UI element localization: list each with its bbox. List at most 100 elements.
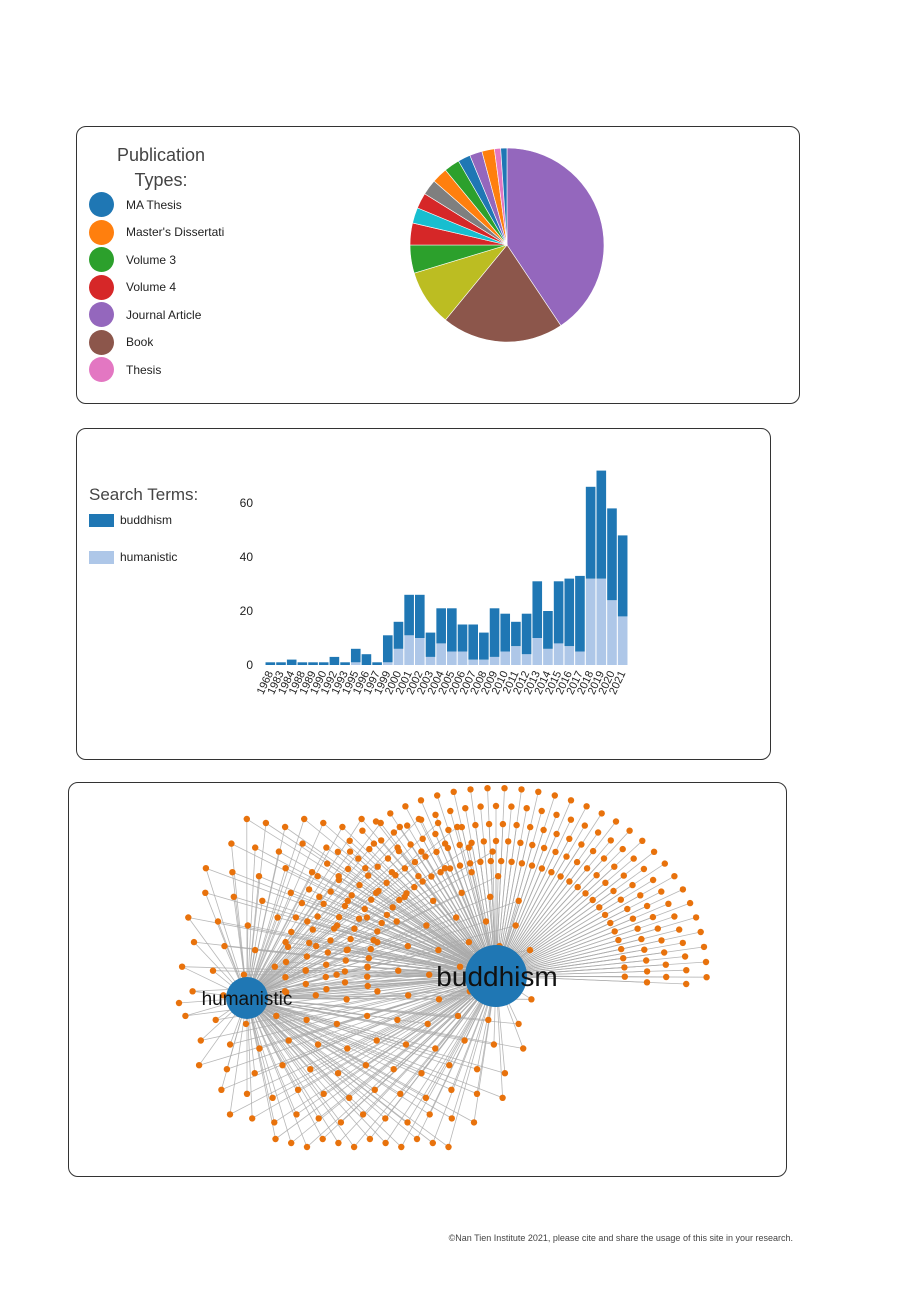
network-leaf-node[interactable] [567,816,575,823]
network-leaf-node[interactable] [654,925,661,932]
bar-segment-buddhism[interactable] [607,508,617,601]
network-leaf-node[interactable] [422,853,429,860]
network-leaf-node[interactable] [401,865,409,872]
network-leaf-node[interactable] [494,873,502,880]
network-leaf-node[interactable] [458,889,465,896]
network-leaf-node[interactable] [242,1020,250,1028]
network-leaf-node[interactable] [273,1012,280,1020]
network-leaf-node[interactable] [683,980,690,988]
network-leaf-node[interactable] [617,896,624,903]
network-leaf-node[interactable] [520,1045,527,1052]
network-leaf-node[interactable] [548,869,555,876]
network-leaf-node[interactable] [456,963,464,970]
network-leaf-node[interactable] [359,1111,367,1118]
bar-segment-buddhism[interactable] [350,648,361,663]
network-leaf-node[interactable] [256,1045,263,1052]
network-leaf-node[interactable] [468,869,475,876]
network-hub-node-humanistic[interactable] [226,977,268,1019]
network-leaf-node[interactable] [364,982,371,990]
network-leaf-node[interactable] [320,900,327,907]
network-leaf-node[interactable] [319,1135,326,1143]
network-leaf-node[interactable] [387,810,394,817]
network-leaf-node[interactable] [212,1016,219,1024]
network-leaf-node[interactable] [333,1020,341,1028]
network-leaf-node[interactable] [364,963,371,970]
network-leaf-node[interactable] [473,1090,481,1097]
network-leaf-node[interactable] [302,967,309,974]
bar-segment-humanistic[interactable] [447,651,457,666]
network-leaf-node[interactable] [226,1111,234,1118]
network-leaf-node[interactable] [540,826,547,834]
network-leaf-node[interactable] [374,938,381,946]
network-leaf-node[interactable] [487,893,494,900]
network-leaf-node[interactable] [402,803,409,810]
network-leaf-node[interactable] [301,815,308,823]
bar-segment-buddhism[interactable] [585,486,596,579]
network-leaf-node[interactable] [454,1012,462,1020]
network-leaf-node[interactable] [526,946,534,954]
network-leaf-node[interactable] [465,938,473,946]
network-leaf-node[interactable] [637,892,644,899]
network-leaf-node[interactable] [324,860,331,867]
network-leaf-node[interactable] [593,872,600,879]
bar-segment-humanistic[interactable] [468,659,478,665]
bar-segment-humanistic[interactable] [617,616,628,665]
network-leaf-node[interactable] [458,823,465,831]
network-leaf-node[interactable] [482,918,490,925]
bar-segment-humanistic[interactable] [575,651,585,666]
network-leaf-node[interactable] [316,893,323,900]
network-leaf-node[interactable] [390,1066,397,1073]
bar-segment-buddhism[interactable] [425,632,436,657]
network-leaf-node[interactable] [271,963,278,970]
network-leaf-node[interactable] [366,1135,374,1143]
network-leaf-node[interactable] [394,1016,401,1024]
network-leaf-node[interactable] [432,1045,439,1052]
network-leaf-node[interactable] [394,844,401,851]
network-leaf-node[interactable] [557,873,564,880]
network-leaf-node[interactable] [384,855,392,862]
network-leaf-node[interactable] [320,1090,327,1097]
network-leaf-node[interactable] [422,1094,430,1101]
network-leaf-node[interactable] [333,922,341,929]
network-leaf-node[interactable] [574,883,581,891]
network-leaf-node[interactable] [355,855,362,862]
bar-segment-buddhism[interactable] [511,621,521,647]
network-leaf-node[interactable] [518,860,526,867]
network-leaf-node[interactable] [312,992,319,999]
network-leaf-node[interactable] [417,797,425,804]
network-leaf-node[interactable] [589,847,597,855]
network-leaf-node[interactable] [499,820,507,828]
network-leaf-node[interactable] [703,974,710,981]
network-leaf-node[interactable] [485,820,493,828]
network-leaf-node[interactable] [658,888,665,895]
network-leaf-node[interactable] [624,905,631,913]
network-leaf-node[interactable] [508,803,515,810]
network-leaf-node[interactable] [226,1041,234,1048]
network-leaf-node[interactable] [323,844,330,851]
network-leaf-node[interactable] [538,807,545,815]
bar-segment-buddhism[interactable] [286,659,297,665]
network-leaf-node[interactable] [663,973,670,981]
network-leaf-node[interactable] [665,900,672,907]
bar-segment-humanistic[interactable] [382,662,393,665]
network-leaf-node[interactable] [527,823,534,831]
network-leaf-node[interactable] [288,1139,295,1147]
network-leaf-node[interactable] [197,1037,204,1044]
network-leaf-node[interactable] [373,1037,380,1044]
bar-segment-buddhism[interactable] [521,613,532,655]
network-leaf-node[interactable] [601,911,609,919]
network-leaf-node[interactable] [346,1094,353,1101]
network-leaf-node[interactable] [456,862,464,869]
network-leaf-node[interactable] [535,788,542,795]
network-leaf-node[interactable] [566,835,573,842]
network-leaf-node[interactable] [388,869,396,876]
network-leaf-node[interactable] [377,819,384,827]
network-leaf-node[interactable] [446,1062,453,1069]
bar-segment-buddhism[interactable] [297,662,308,665]
network-leaf-node[interactable] [489,848,496,855]
network-leaf-node[interactable] [465,844,472,851]
network-leaf-node[interactable] [335,873,342,880]
network-leaf-node[interactable] [661,860,668,867]
network-leaf-node[interactable] [397,1090,404,1097]
network-leaf-node[interactable] [402,1041,410,1048]
